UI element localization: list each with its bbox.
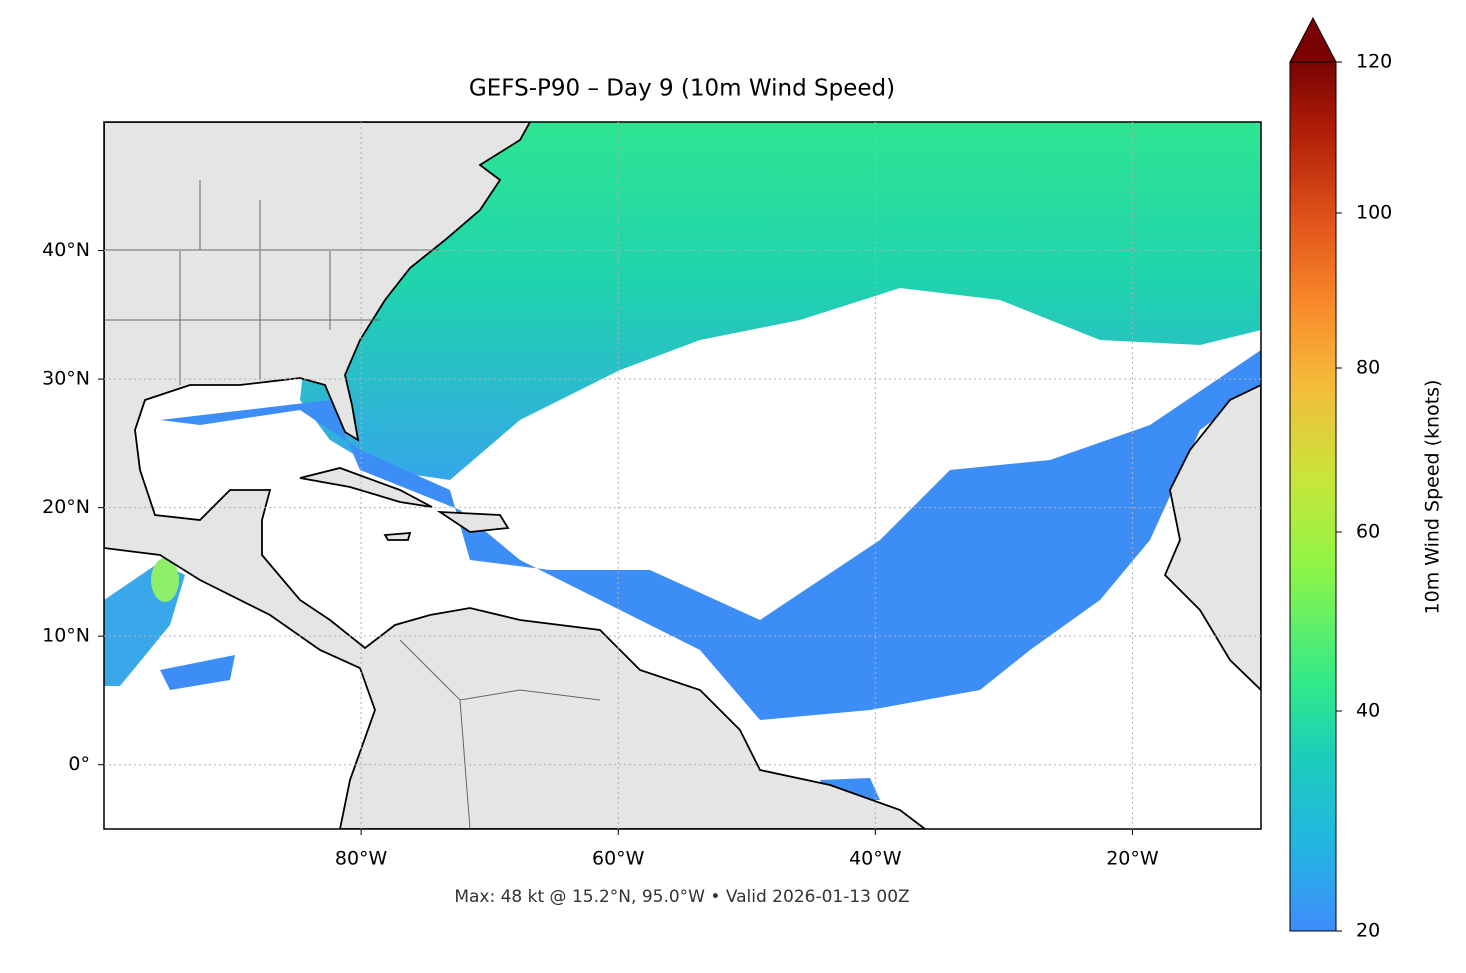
colorbar-tick-label: 80 [1356, 357, 1380, 379]
colorbar-label: 10m Wind Speed (knots) [1422, 380, 1444, 615]
map-area [104, 122, 1261, 829]
y-tick-label: 20°N [42, 496, 90, 518]
colorbar-tick-label: 60 [1356, 521, 1380, 543]
map-title: GEFS-P90 – Day 9 (10m Wind Speed) [469, 76, 895, 102]
hispaniola [436, 510, 510, 533]
wind-field-pacific-2 [160, 655, 235, 690]
africa-land [1163, 384, 1261, 692]
wind-max [151, 558, 179, 602]
colorbar-extend [1289, 16, 1337, 63]
wind-field-south [160, 350, 1261, 720]
x-tick-label: 20°W [1106, 848, 1159, 870]
colorbar-tick-label: 120 [1356, 51, 1392, 73]
y-tick-label: 40°N [42, 239, 90, 261]
y-tick-label: 0° [68, 753, 90, 775]
x-tick-label: 80°W [335, 848, 388, 870]
colorbar-tick-label: 100 [1356, 202, 1392, 224]
colorbar [1289, 61, 1337, 932]
cuba [299, 467, 433, 508]
colorbar-tick-label: 40 [1356, 700, 1380, 722]
colorbar-tick-label: 20 [1356, 920, 1380, 942]
x-tick-label: 60°W [592, 848, 645, 870]
y-tick-label: 30°N [42, 368, 90, 390]
footer-note: Max: 48 kt @ 15.2°N, 95.0°W • Valid 2026… [454, 887, 909, 907]
y-tick-label: 10°N [42, 625, 90, 647]
axes-frame [103, 121, 1262, 830]
country-borders [104, 180, 601, 829]
x-tick-label: 40°W [849, 848, 902, 870]
wind-field-north [300, 122, 1261, 480]
jamaica [383, 531, 412, 541]
